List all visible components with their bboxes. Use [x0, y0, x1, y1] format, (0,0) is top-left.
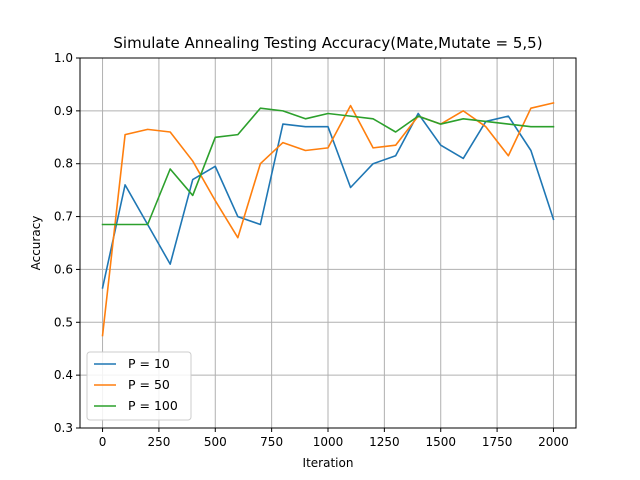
legend: P = 10 P = 50 P = 100 — [86, 351, 192, 421]
legend-label-1: P = 10 — [128, 356, 170, 371]
legend-label-2: P = 50 — [128, 377, 170, 392]
y-tick-label: 0.5 — [54, 315, 73, 329]
x-tick-label: 2000 — [538, 435, 569, 449]
x-tick-label: 0 — [99, 435, 107, 449]
series-line-2 — [101, 101, 555, 337]
y-tick-label: 0.6 — [54, 262, 73, 276]
legend-box — [86, 351, 192, 421]
x-tick-label: 1750 — [482, 435, 513, 449]
chart-title: Simulate Annealing Testing Accuracy(Mate… — [113, 34, 542, 52]
tick-layer: 0 250 500 750 1000 1250 1500 1750 2000 0.3 0.4 0.5 0… — [54, 51, 569, 449]
series-layer — [101, 101, 555, 337]
x-tick-label: 500 — [204, 435, 227, 449]
y-axis-label: Accuracy — [29, 216, 43, 271]
x-tick-label: 1000 — [313, 435, 344, 449]
legend-items: P = 10 P = 50 P = 100 — [94, 356, 178, 413]
y-tick-label: 0.9 — [54, 104, 73, 118]
legend-label-3: P = 100 — [128, 398, 178, 413]
x-tick-label: 750 — [260, 435, 283, 449]
x-tick-label: 250 — [147, 435, 170, 449]
y-tick-label: 0.4 — [54, 368, 73, 382]
series-line-1 — [101, 112, 555, 289]
x-tick-label: 1250 — [369, 435, 400, 449]
series-line-3 — [101, 107, 555, 226]
y-tick-label: 1.0 — [54, 51, 73, 65]
y-tick-label: 0.8 — [54, 157, 73, 171]
x-axis-label: Iteration — [303, 456, 354, 470]
y-tick-label: 0.3 — [54, 421, 73, 435]
x-tick-label: 1500 — [425, 435, 456, 449]
y-tick-label: 0.7 — [54, 210, 73, 224]
